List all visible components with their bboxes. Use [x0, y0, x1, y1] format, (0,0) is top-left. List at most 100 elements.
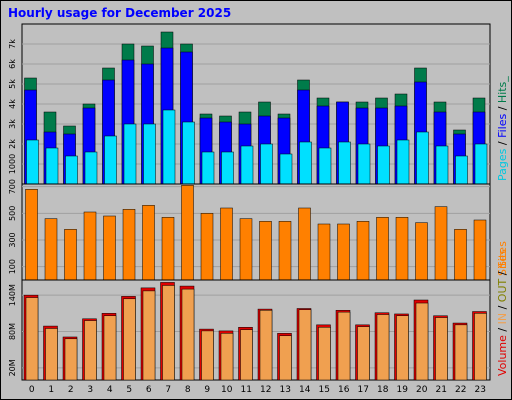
legend-trail: _ — [496, 76, 509, 83]
bar-pages — [201, 151, 215, 185]
bar-sites — [278, 221, 292, 281]
bar-pages — [143, 123, 156, 185]
bar-volume-in — [474, 313, 487, 381]
bar-pages — [162, 109, 176, 185]
bar-sites — [434, 206, 448, 281]
legend-in: IN — [496, 313, 509, 324]
bar-volume-in — [376, 314, 390, 381]
bar-sites — [395, 217, 409, 281]
panel-background — [21, 279, 491, 381]
y-tick-label: 5k — [8, 79, 17, 89]
y-tick-label: 2k — [8, 139, 17, 149]
bar-volume-in — [84, 320, 97, 381]
bar-pages — [299, 141, 312, 185]
x-tick-label: 3 — [87, 385, 93, 395]
legend-volume: Volume — [496, 335, 509, 376]
bar-sites — [356, 221, 370, 281]
bar-volume-in — [181, 288, 195, 381]
x-tick-label: 12 — [260, 385, 271, 395]
legend-sep-2: / — [496, 103, 509, 114]
y-tick-label: 100 — [8, 259, 17, 274]
bar-volume-in — [123, 298, 136, 381]
y-tick-label: 700 — [8, 179, 17, 194]
y-tick-label: 6k — [8, 59, 17, 69]
x-tick-label: 0 — [29, 385, 35, 395]
bar-pages — [435, 145, 449, 185]
bar-sites — [220, 207, 233, 281]
x-tick-label: 2 — [68, 385, 74, 395]
bar-pages — [396, 139, 410, 185]
bar-pages — [45, 147, 59, 185]
x-tick-label: 17 — [358, 385, 369, 395]
bar-pages — [357, 143, 371, 185]
legend-pages-files-hits: Pages / Files / Hits_ — [496, 76, 509, 181]
bar-pages — [416, 131, 429, 185]
bar-volume-in — [103, 315, 117, 381]
bar-volume-in — [357, 326, 370, 381]
legend-files: Files — [496, 114, 509, 138]
bar-sites — [181, 185, 194, 281]
x-tick-label: 16 — [338, 385, 350, 395]
bar-volume-in — [201, 330, 214, 381]
x-tick-label: 13 — [280, 385, 291, 395]
bar-sites — [44, 218, 58, 281]
y-tick-label: 3k — [8, 119, 17, 129]
y-tick-label: 4k — [8, 99, 17, 109]
bar-volume-in — [279, 335, 292, 381]
bar-sites — [376, 217, 389, 281]
bar-volume-in — [45, 328, 58, 381]
legend-sites: Sites — [496, 249, 509, 276]
x-tick-label: 11 — [241, 385, 252, 395]
bar-volume-in — [240, 329, 253, 381]
bar-pages — [377, 145, 390, 185]
bar-sites — [317, 223, 331, 281]
bar-sites — [454, 229, 467, 281]
bar-pages — [455, 155, 468, 185]
sites-panel: 100 300 500 700 — [8, 179, 491, 281]
bar-volume-in — [25, 297, 39, 381]
legend-sep-3: / — [496, 324, 509, 335]
bar-pages — [104, 135, 117, 185]
x-tick-label: 1 — [48, 385, 54, 395]
bar-sites — [161, 217, 175, 281]
bar-volume-in — [142, 290, 156, 381]
bar-pages — [260, 143, 273, 185]
bar-sites — [64, 229, 77, 281]
bar-sites — [200, 213, 214, 281]
bar-pages — [65, 155, 78, 185]
x-tick-label: 20 — [416, 385, 428, 395]
bar-pages — [474, 143, 488, 185]
x-tick-label: 8 — [185, 385, 191, 395]
x-tick-label: 23 — [475, 385, 486, 395]
bar-pages — [123, 123, 137, 185]
y-tick-label: 1000 — [8, 154, 17, 174]
bar-sites — [25, 189, 38, 281]
bar-pages — [279, 153, 293, 185]
x-tick-label: 10 — [221, 385, 233, 395]
legend-sites-2: Sites — [496, 241, 509, 268]
y-tick-label: 500 — [8, 206, 17, 221]
bar-sites — [103, 215, 116, 281]
bar-sites — [415, 222, 428, 281]
x-tick-label: 21 — [436, 385, 447, 395]
y-tick-label: 7k — [8, 39, 17, 49]
hits-files-pages-panel: 1000 2k 3k 4k 5k 6k 7k — [8, 23, 491, 185]
bar-volume-in — [415, 302, 429, 381]
panel-background — [21, 183, 491, 281]
bar-volume-in — [337, 311, 351, 381]
legend-volume-in-out: Volume / IN / OUT / Sites — [496, 241, 509, 376]
bar-sites — [83, 211, 97, 281]
x-tick-label: 7 — [165, 385, 171, 395]
x-tick-label: 22 — [455, 385, 466, 395]
y-tick-label: 80M — [8, 323, 17, 340]
legend-sep-4: / — [496, 302, 509, 313]
bar-pages — [26, 139, 39, 185]
legend-hits: Hits — [496, 81, 509, 103]
x-tick-label: 14 — [299, 385, 311, 395]
bar-volume-in — [259, 310, 273, 381]
legend-out: OUT — [496, 278, 509, 302]
bar-sites — [259, 221, 272, 281]
y-tick-label: 20M — [8, 359, 17, 376]
x-tick-label: 6 — [146, 385, 152, 395]
bar-pages — [338, 141, 351, 185]
